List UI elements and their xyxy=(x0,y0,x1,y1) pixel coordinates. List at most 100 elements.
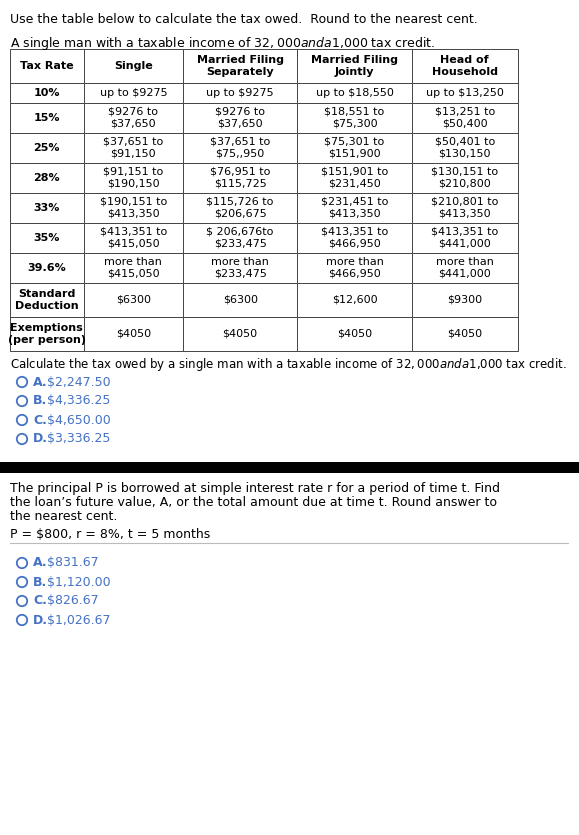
Bar xyxy=(83,83,183,103)
Bar xyxy=(183,283,298,317)
Text: 39.6%: 39.6% xyxy=(27,263,66,273)
Text: 33%: 33% xyxy=(34,203,60,213)
Text: A single man with a taxable income of $32,000 and a $1,000 tax credit.: A single man with a taxable income of $3… xyxy=(10,35,435,52)
Text: up to $9275: up to $9275 xyxy=(100,88,167,98)
Text: D.: D. xyxy=(33,614,48,626)
Text: $2,247.50: $2,247.50 xyxy=(47,376,111,388)
Bar xyxy=(298,163,412,193)
Bar xyxy=(0,462,579,473)
Text: $4050: $4050 xyxy=(222,329,258,339)
Bar xyxy=(10,253,83,283)
Text: the loan’s future value, A, or the total amount due at time t. Round answer to: the loan’s future value, A, or the total… xyxy=(10,496,497,509)
Text: up to $9275: up to $9275 xyxy=(206,88,274,98)
Text: $3,336.25: $3,336.25 xyxy=(47,433,111,446)
Text: Use the table below to calculate the tax owed.  Round to the nearest cent.: Use the table below to calculate the tax… xyxy=(10,13,478,26)
Bar xyxy=(10,193,83,223)
Bar xyxy=(83,317,183,351)
Text: A.: A. xyxy=(33,556,47,569)
Bar xyxy=(10,49,83,83)
Bar xyxy=(298,317,412,351)
Text: Standard
Deduction: Standard Deduction xyxy=(15,289,79,311)
Text: more than
$441,000: more than $441,000 xyxy=(436,257,494,279)
Text: $151,901 to
$231,450: $151,901 to $231,450 xyxy=(321,167,388,189)
Bar xyxy=(298,133,412,163)
Text: more than
$415,050: more than $415,050 xyxy=(104,257,162,279)
Text: $4,336.25: $4,336.25 xyxy=(47,394,111,407)
Text: $6300: $6300 xyxy=(223,295,258,305)
Bar xyxy=(298,83,412,103)
Bar xyxy=(83,163,183,193)
Text: 28%: 28% xyxy=(34,173,60,183)
Text: 10%: 10% xyxy=(34,88,60,98)
Text: $4050: $4050 xyxy=(337,329,372,339)
Bar xyxy=(10,133,83,163)
Bar xyxy=(412,193,518,223)
Text: $4050: $4050 xyxy=(116,329,151,339)
Text: more than
$233,475: more than $233,475 xyxy=(211,257,269,279)
Bar xyxy=(183,223,298,253)
Text: A.: A. xyxy=(33,376,47,388)
Bar xyxy=(183,103,298,133)
Bar xyxy=(412,49,518,83)
Text: $130,151 to
$210,800: $130,151 to $210,800 xyxy=(431,167,499,189)
Bar xyxy=(298,193,412,223)
Bar xyxy=(412,223,518,253)
Text: $12,600: $12,600 xyxy=(332,295,378,305)
Bar xyxy=(183,253,298,283)
Text: $37,651 to
$75,,950: $37,651 to $75,,950 xyxy=(210,137,270,159)
Bar xyxy=(183,317,298,351)
Bar xyxy=(412,163,518,193)
Bar xyxy=(83,223,183,253)
Text: $18,551 to
$75,300: $18,551 to $75,300 xyxy=(324,107,384,129)
Bar xyxy=(83,283,183,317)
Text: Tax Rate: Tax Rate xyxy=(20,61,74,71)
Bar xyxy=(83,253,183,283)
Bar xyxy=(183,193,298,223)
Bar xyxy=(298,223,412,253)
Text: $9276 to
$37,650: $9276 to $37,650 xyxy=(215,107,265,129)
Text: 35%: 35% xyxy=(34,233,60,243)
Text: 15%: 15% xyxy=(34,113,60,123)
Text: $115,726 to
$206,675: $115,726 to $206,675 xyxy=(207,197,274,219)
Bar xyxy=(298,103,412,133)
Bar xyxy=(412,317,518,351)
Text: $91,151 to
$190,150: $91,151 to $190,150 xyxy=(103,167,163,189)
Bar xyxy=(83,103,183,133)
Text: Calculate the tax owed by a single man with a taxable income of $32,000 and a $1: Calculate the tax owed by a single man w… xyxy=(10,356,567,373)
Text: $4050: $4050 xyxy=(447,329,482,339)
Text: $826.67: $826.67 xyxy=(47,595,98,608)
Bar xyxy=(298,253,412,283)
Bar xyxy=(83,133,183,163)
Bar xyxy=(412,253,518,283)
Bar xyxy=(412,283,518,317)
Bar xyxy=(298,283,412,317)
Text: Married Filing
Jointly: Married Filing Jointly xyxy=(311,55,398,77)
Text: $413,351 to
$415,050: $413,351 to $415,050 xyxy=(100,227,167,249)
Text: $231,451 to
$413,350: $231,451 to $413,350 xyxy=(321,197,389,219)
Text: $190,151 to
$413,350: $190,151 to $413,350 xyxy=(100,197,167,219)
Text: C.: C. xyxy=(33,413,47,427)
Bar xyxy=(83,49,183,83)
Text: $831.67: $831.67 xyxy=(47,556,98,569)
Bar xyxy=(412,83,518,103)
Text: $4,650.00: $4,650.00 xyxy=(47,413,111,427)
Text: up to $13,250: up to $13,250 xyxy=(426,88,504,98)
Bar xyxy=(10,103,83,133)
Text: $76,951 to
$115,725: $76,951 to $115,725 xyxy=(210,167,270,189)
Text: $50,401 to
$130,150: $50,401 to $130,150 xyxy=(435,137,495,159)
Text: $6300: $6300 xyxy=(116,295,151,305)
Text: $1,120.00: $1,120.00 xyxy=(47,575,111,589)
Bar xyxy=(183,163,298,193)
Text: $210,801 to
$413,350: $210,801 to $413,350 xyxy=(431,197,499,219)
Text: $37,651 to
$91,150: $37,651 to $91,150 xyxy=(103,137,163,159)
Text: Exemptions
(per person): Exemptions (per person) xyxy=(8,323,86,345)
Bar xyxy=(412,103,518,133)
Bar xyxy=(10,223,83,253)
Text: up to $18,550: up to $18,550 xyxy=(316,88,394,98)
Bar xyxy=(10,317,83,351)
Text: Head of
Household: Head of Household xyxy=(432,55,498,77)
Text: The principal P is borrowed at simple interest rate r for a period of time t. Fi: The principal P is borrowed at simple in… xyxy=(10,482,500,495)
Text: more than
$466,950: more than $466,950 xyxy=(325,257,383,279)
Bar xyxy=(83,193,183,223)
Bar xyxy=(412,133,518,163)
